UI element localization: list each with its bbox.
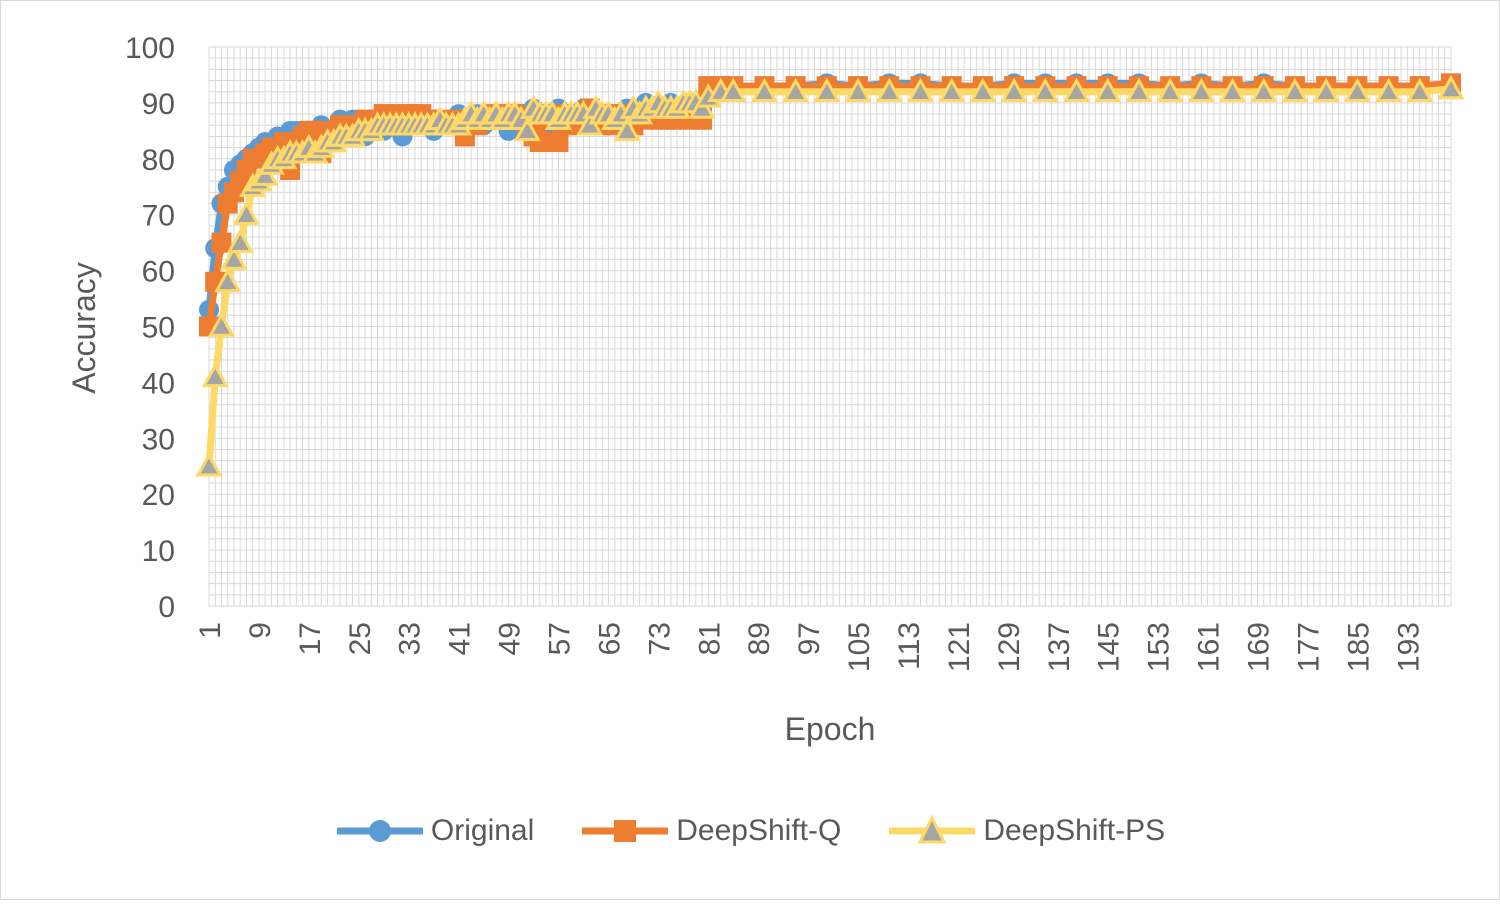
- x-tick-label: 177: [1292, 622, 1325, 672]
- legend-item-deepshift-ps: DeepShift-PS: [887, 813, 1165, 849]
- x-tick-label: 121: [943, 622, 976, 672]
- x-tick-label: 25: [344, 622, 377, 655]
- data-point: [214, 267, 242, 293]
- data-point: [1281, 77, 1309, 103]
- data-point: [1031, 77, 1059, 103]
- data-point: [207, 312, 236, 337]
- x-tick-label: 65: [593, 622, 626, 655]
- x-tick-label: 105: [843, 622, 876, 672]
- x-tick-label: 49: [494, 622, 527, 655]
- data-point: [1156, 77, 1184, 103]
- data-point: [1219, 77, 1247, 103]
- data-point: [1375, 77, 1403, 103]
- y-tick-label: 90: [142, 88, 175, 121]
- legend: Original DeepShift-Q DeepShift-PS: [1, 813, 1499, 849]
- x-tick-label: 1: [194, 622, 227, 639]
- legend-label-deepshift-ps: DeepShift-PS: [983, 814, 1166, 847]
- legend-swatch-deepshift-ps: [889, 814, 976, 844]
- x-tick-label: 113: [893, 622, 926, 670]
- data-point: [195, 452, 223, 477]
- legend-swatch-deepshift-q: [582, 820, 669, 842]
- data-point: [1312, 77, 1340, 103]
- x-tick-label: 73: [643, 622, 676, 655]
- data-point: [1250, 77, 1278, 103]
- x-tick-label: 145: [1093, 622, 1126, 672]
- y-tick-label: 30: [142, 423, 175, 456]
- x-tick-label: 57: [544, 622, 577, 655]
- data-point: [938, 77, 966, 103]
- x-tick-label: 89: [743, 622, 776, 655]
- data-point: [1187, 77, 1215, 103]
- y-tick-label: 20: [142, 479, 175, 512]
- data-point: [750, 77, 779, 103]
- data-point: [969, 77, 997, 103]
- x-tick-label: 129: [993, 622, 1026, 672]
- data-point: [1094, 77, 1122, 103]
- y-tick-label: 0: [158, 591, 175, 624]
- data-point: [211, 232, 232, 253]
- x-tick-label: 137: [1043, 622, 1076, 672]
- x-axis-label: Epoch: [785, 711, 876, 747]
- x-tick-label: 185: [1342, 622, 1375, 672]
- data-point: [513, 116, 541, 142]
- x-tick-label: 97: [793, 622, 826, 655]
- data-point: [1062, 77, 1091, 103]
- series-line: [205, 85, 1452, 467]
- data-point: [548, 132, 569, 153]
- y-tick-label: 80: [142, 144, 175, 177]
- data-point: [226, 228, 254, 253]
- y-tick-label: 100: [125, 32, 175, 65]
- data-point: [1000, 77, 1028, 103]
- y-axis-label: Accuracy: [66, 262, 102, 394]
- y-tick-label: 50: [142, 312, 175, 345]
- grid: [208, 46, 1452, 607]
- data-point: [906, 77, 935, 103]
- series-deepshift-ps: [195, 74, 1465, 477]
- x-tick-label: 17: [294, 622, 327, 655]
- legend-item-deepshift-q: DeepShift-Q: [580, 813, 841, 849]
- x-tick-label: 193: [1392, 622, 1425, 672]
- data-point: [232, 200, 260, 225]
- data-point: [844, 77, 872, 103]
- x-tick-label: 33: [394, 622, 427, 655]
- data-point: [1406, 77, 1434, 103]
- series-deepshift-q: [199, 73, 1461, 337]
- legend-label-original: Original: [430, 814, 535, 847]
- x-tick-label: 9: [244, 622, 277, 639]
- data-point: [613, 116, 641, 142]
- legend-swatch-original: [336, 820, 423, 842]
- x-tick-label: 161: [1193, 622, 1226, 672]
- axes: 0 10 20 30 40 50 60 70 80 90 100 1 9 17 25 33 41 49 57 65 73…: [125, 32, 1425, 672]
- data-point: [220, 245, 248, 270]
- x-tick-label: 153: [1143, 622, 1176, 672]
- series-group: [195, 73, 1465, 477]
- legend-label-deepshift-q: DeepShift-Q: [676, 814, 842, 847]
- legend-item-original: Original: [335, 813, 534, 849]
- data-point: [201, 362, 229, 388]
- x-tick-label: 169: [1243, 622, 1276, 672]
- x-tick-label: 41: [444, 622, 477, 655]
- x-tick-label: 81: [693, 622, 726, 655]
- y-tick-label: 10: [142, 535, 175, 568]
- data-point: [1343, 77, 1371, 103]
- data-point: [875, 77, 903, 103]
- data-point: [782, 77, 810, 103]
- data-point: [719, 77, 747, 103]
- y-tick-label: 60: [142, 256, 175, 289]
- y-tick-label: 70: [142, 200, 175, 233]
- data-point: [813, 77, 841, 103]
- data-point: [1125, 77, 1153, 103]
- data-point: [1437, 74, 1465, 100]
- y-tick-label: 40: [142, 367, 175, 400]
